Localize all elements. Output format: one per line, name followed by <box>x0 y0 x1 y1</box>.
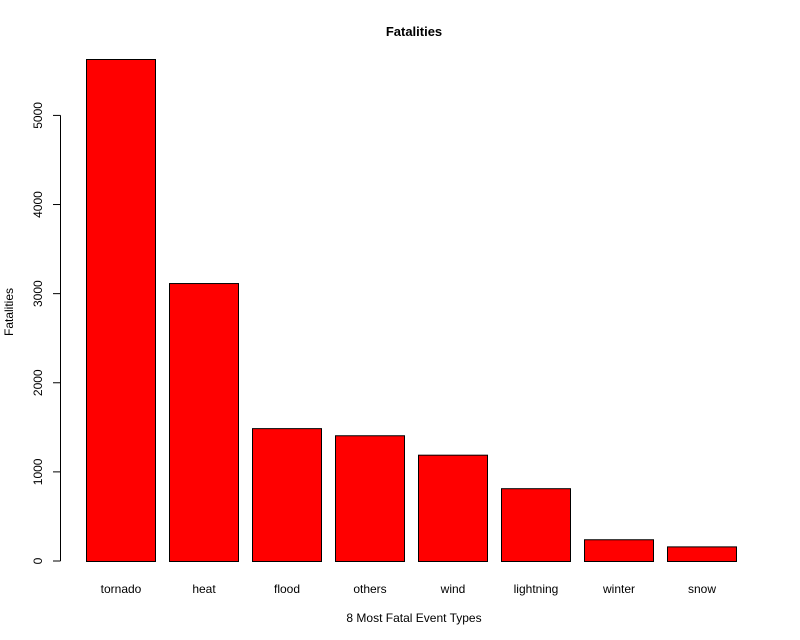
x-tick-label-heat: heat <box>192 582 216 596</box>
bar-heat <box>169 283 239 562</box>
bars-group <box>86 59 737 563</box>
bar-snow <box>667 546 737 563</box>
x-tick-label-wind: wind <box>440 582 466 596</box>
x-tick-label-lightning: lightning <box>514 582 559 596</box>
bar-tornado <box>86 59 156 562</box>
x-tick-label-winter: winter <box>602 582 635 596</box>
y-tick-label-5000: 5000 <box>31 102 45 129</box>
y-tick-label-3000: 3000 <box>31 280 45 307</box>
x-tick-label-snow: snow <box>688 582 716 596</box>
x-tick-label-tornado: tornado <box>101 582 142 596</box>
bar-flood <box>252 428 322 563</box>
chart-title: Fatalities <box>386 24 442 39</box>
x-axis-label: 8 Most Fatal Event Types <box>346 611 481 625</box>
x-tick-label-others: others <box>353 582 386 596</box>
bar-wind <box>418 454 488 562</box>
x-tick-label-flood: flood <box>274 582 300 596</box>
bar-others <box>335 435 405 562</box>
x-tick-labels: tornado heat flood others wind lightning winte… <box>101 582 717 596</box>
bar-lightning <box>501 488 571 562</box>
y-tick-label-2000: 2000 <box>31 369 45 396</box>
y-axis: 0 1000 2000 3000 4000 5000 <box>31 102 61 564</box>
bar-winter <box>584 539 654 563</box>
y-tick-label-4000: 4000 <box>31 191 45 218</box>
y-tick-label-0: 0 <box>31 557 45 564</box>
y-axis-label: Fatalities <box>2 288 16 336</box>
y-tick-label-1000: 1000 <box>31 458 45 485</box>
